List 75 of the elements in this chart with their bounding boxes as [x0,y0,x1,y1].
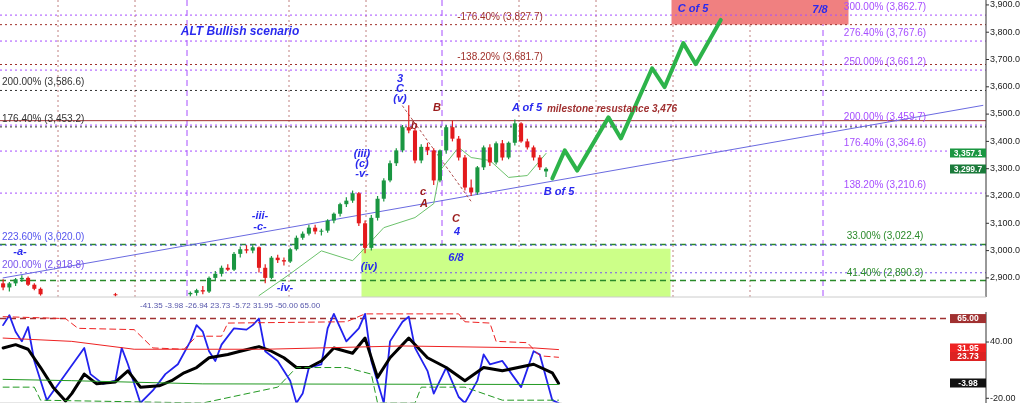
ref-line-label: -176.40% (3,827.7) [457,10,543,22]
text: ALT Bullish scenario [179,24,300,38]
band-label: 6/8 [448,250,465,263]
candlestick [400,124,405,153]
annotation: 3,299.7 [953,163,983,174]
candlestick [481,144,486,171]
line-series [2,367,560,403]
y-tick-label: 3,400.0 [990,135,1021,146]
y-tick-label: 3,500.0 [990,108,1021,119]
candlestick [456,135,461,162]
ref-line-label: 41.40% (2,890.3) [846,266,924,278]
candlestick [500,139,505,162]
y-tick-label: 2,900.0 [990,272,1021,283]
ref-line-label: 223.60% (3,020.0) [2,231,85,243]
ref-line-label: 276.40% (3,767.6) [843,27,927,39]
annotation: -a- [13,244,28,257]
y-tick-label: 3,200.0 [990,190,1021,201]
candlestick [256,245,262,274]
y-tick-label: 3,100.0 [990,217,1021,228]
y-tick-label: 3,800.0 [990,26,1021,37]
candlestick [487,143,492,167]
candlestick [519,121,524,144]
text: -3.98 [958,377,978,388]
ref-line-label: 200.00% (3,459.7) [843,111,927,123]
candlestick [512,118,517,147]
y-tick-label: 3,700.0 [990,53,1021,64]
candlestick [281,256,286,267]
candlestick [450,119,455,142]
y-tick-label: 3,300.0 [990,163,1021,174]
candlestick [269,255,274,280]
candlestick [388,159,393,183]
annotation: C [452,211,462,224]
ref-line-label: 250.00% (3,661.2) [843,56,927,68]
y-tick-label: 3,900.0 [990,0,1021,10]
y-tick-label: -20.00 [990,392,1016,403]
line-series [2,312,560,403]
ref-line-label: 33.00% (3,022.4) [846,230,924,242]
text: 23.73 [957,351,979,362]
annotation: c [419,184,427,197]
candlestick [231,251,237,272]
annotation: 4 [452,224,461,237]
ref-line-label: 65.00 [957,313,979,324]
annotation: (v) [393,91,408,104]
ref-line-label: 200.00% (2,918.8) [2,258,85,270]
annotation: A [419,196,429,209]
candlestick [444,124,449,155]
text: -41.35 -3.98 -26.94 23.73 -5.72 31.95 -50.00 65.00 [140,301,321,310]
annotation: -c- [253,219,268,232]
line-series [1,336,561,403]
line-series [2,313,560,358]
y-tick-label: 40.00 [990,336,1013,347]
ref-line-label: 176.40% (3,364.6) [843,137,927,149]
annotation: C [396,81,406,94]
text: 31.95 [957,342,979,353]
annotation: 7/8 [812,2,829,15]
annotation: A of 5 [510,100,543,113]
ref-line-label: 138.20% (3,210.6) [843,179,927,191]
annotation: (iv) [360,259,378,272]
annotation: B of 5 [543,184,576,197]
annotation: 3 [396,71,404,84]
candlestick [1,278,6,291]
y-tick-label: 3,600.0 [990,81,1021,92]
y-tick-label: 3,000.0 [990,244,1021,255]
candlestick [375,195,380,222]
band-label: C of 5 [677,1,710,14]
candlestick [419,143,424,164]
annotation: 3,357.1 [953,147,983,158]
candlestick [263,263,268,284]
ref-line-label: 200.00% (3,586.6) [2,76,85,88]
annotation: -iv- [276,280,294,293]
annotation: -iii- [251,208,269,221]
annotation: B [433,100,442,113]
candlestick [381,177,386,203]
ref-line-label: -138.20% (3,681.7) [457,50,543,62]
candlestick [494,140,499,166]
